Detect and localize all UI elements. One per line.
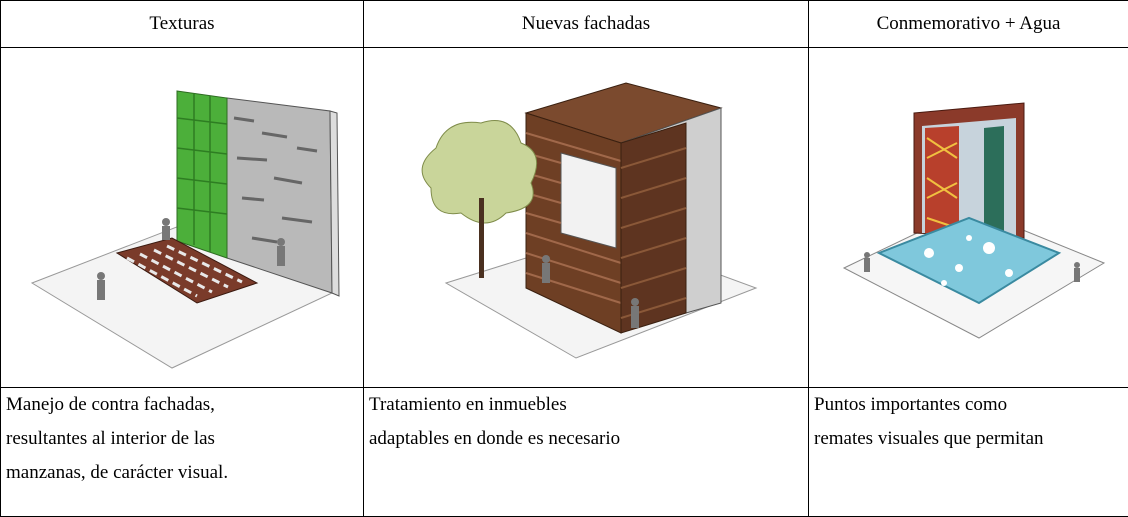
- description-cell: Tratamiento en inmuebles adaptables en do…: [363, 387, 809, 517]
- water-pool-part: [876, 216, 1061, 304]
- tree: [421, 119, 538, 278]
- person-figure-part: [97, 271, 105, 280]
- person-figure-part: [162, 217, 170, 226]
- tree-part: [421, 119, 538, 223]
- water-pool-part: [982, 241, 995, 254]
- water-pool-part: [965, 234, 972, 241]
- person-figure: [97, 217, 285, 300]
- person-figure-part: [1073, 261, 1080, 268]
- description-line: manzanas, de carácter visual.: [6, 462, 229, 483]
- person-figure-part: [277, 237, 285, 246]
- memorial-frame-part: [925, 136, 958, 229]
- person-figure-part: [863, 251, 870, 258]
- person-figure-part: [162, 225, 170, 240]
- green-wall: [176, 89, 228, 259]
- terraced-seating-part: [126, 244, 243, 297]
- green-wall-part: [176, 92, 228, 252]
- tree-part: [479, 197, 484, 278]
- memorial-frame: [913, 101, 1024, 239]
- building-part: [620, 121, 687, 334]
- water-pool-part: [940, 279, 947, 286]
- description-line: remates visuales que permitan: [814, 428, 1044, 449]
- person-figure-part: [97, 279, 105, 300]
- description-line: Tratamiento en inmuebles: [369, 394, 567, 415]
- water-pool-part: [954, 263, 963, 272]
- description-line: Manejo de contra fachadas,: [6, 394, 215, 415]
- header-cell: Texturas: [0, 0, 364, 48]
- header-cell: Nuevas fachadas: [363, 0, 809, 48]
- stone-wall-part: [233, 116, 318, 243]
- text-row: Manejo de contra fachadas, resultantes al…: [0, 387, 1128, 517]
- image-cell: [0, 47, 364, 388]
- terraced-seating: [115, 236, 259, 304]
- description-line: Puntos importantes como: [814, 394, 1008, 415]
- person-figure-part: [1073, 267, 1080, 282]
- person-figure-part: [631, 305, 639, 328]
- water-pool: [876, 216, 1061, 304]
- person-figure-part: [542, 254, 550, 263]
- building-part: [560, 151, 617, 249]
- person-figure-part: [863, 257, 870, 272]
- conmemorativo-illustration: [842, 101, 1105, 339]
- person-figure-part: [631, 297, 639, 306]
- description-line: adaptables en donde es necesario: [369, 428, 621, 449]
- person-figure: [542, 254, 639, 328]
- person-figure-part: [277, 245, 285, 266]
- terraced-seating-part: [115, 236, 259, 304]
- person-figure: [863, 251, 1080, 282]
- building-part: [620, 146, 687, 319]
- description-cell: Manejo de contra fachadas, resultantes al…: [0, 387, 364, 517]
- image-cell: [808, 47, 1128, 388]
- description-cell: Puntos importantes como remates visuales …: [808, 387, 1128, 517]
- header-row: Texturas Nuevas fachadas Conmemorativo +…: [0, 0, 1128, 48]
- memorial-frame-part: [983, 125, 1004, 234]
- texturas-illustration: [30, 89, 340, 369]
- stone-wall-part: [329, 109, 340, 297]
- person-figure-part: [542, 262, 550, 283]
- image-cell: [363, 47, 809, 388]
- image-row: [0, 47, 1128, 388]
- description-line: resultantes al interior de las: [6, 428, 215, 449]
- header-cell: Conmemorativo + Agua: [808, 0, 1128, 48]
- building: [524, 81, 723, 334]
- water-pool-part: [923, 247, 934, 258]
- fachadas-illustration: [421, 81, 758, 359]
- water-pool-part: [1004, 268, 1013, 277]
- green-wall-part: [176, 89, 228, 259]
